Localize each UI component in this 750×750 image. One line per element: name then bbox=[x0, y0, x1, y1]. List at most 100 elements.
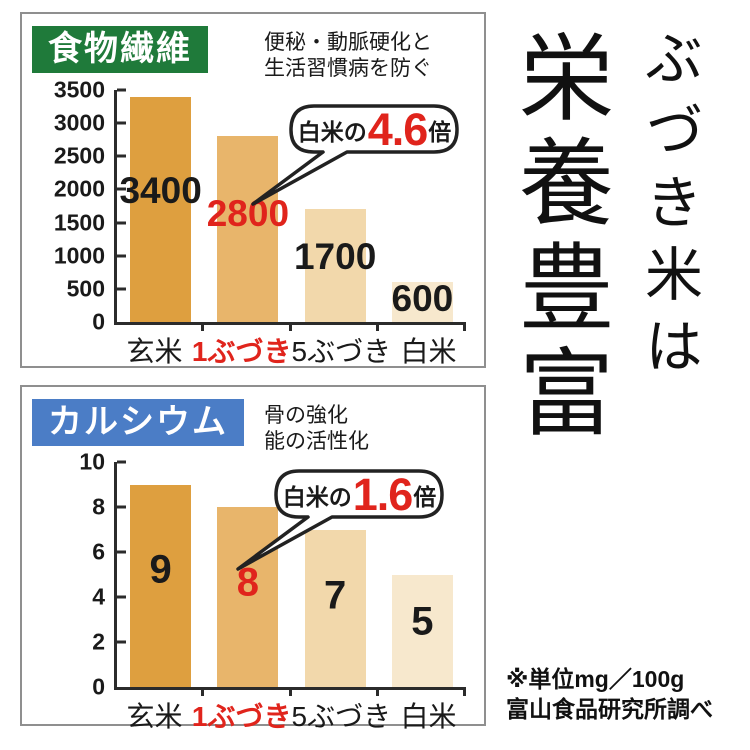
speech-bubble-icon bbox=[251, 104, 459, 206]
y-axis-tick-mark bbox=[117, 254, 126, 258]
bar-value-label: 5 bbox=[411, 599, 434, 644]
y-axis-tick-label: 3000 bbox=[53, 109, 105, 136]
y-axis-tick-label: 0 bbox=[92, 673, 105, 700]
calcium-title-badge: カルシウム bbox=[32, 399, 244, 446]
x-axis-category-label: 5ぶづき bbox=[291, 336, 392, 367]
y-axis-tick-label: 1500 bbox=[53, 209, 105, 236]
bar-value-label: 1700 bbox=[293, 235, 377, 277]
footnote-unit: ※単位mg／100g bbox=[506, 666, 685, 692]
callout-multiplier: 4.6 bbox=[367, 103, 429, 155]
x-axis-category-label: 白米 bbox=[400, 701, 457, 732]
y-axis-tick-label: 0 bbox=[92, 308, 105, 335]
calcium-bars: 9 8 7 5 bbox=[117, 462, 466, 687]
bar-1ぶづき: 2800 bbox=[207, 136, 289, 322]
fiber-plot-area: 3400 2800 1700 600 白米の 4.6 倍 玄米 1ぶづき 5ぶづき 白米 3… bbox=[54, 77, 466, 367]
callout-prefix: 白米の bbox=[297, 118, 367, 145]
bar-玄米: 3400 bbox=[119, 96, 202, 322]
x-axis-category-label: 5ぶづき bbox=[291, 701, 392, 732]
bar-slot: 5 bbox=[379, 462, 466, 687]
y-axis-tick-label: 6 bbox=[92, 538, 105, 565]
y-axis-tick-label: 4 bbox=[92, 583, 105, 610]
bar-1ぶづき: 8 bbox=[217, 507, 279, 687]
bar-value-label: 8 bbox=[236, 560, 259, 605]
bar-value-label: 2800 bbox=[206, 193, 290, 235]
y-axis-tick-label: 3500 bbox=[53, 76, 105, 103]
fiber-chart-panel: 食物繊維 便秘・動脈硬化と 生活習慣病を防ぐ 3400 2800 1700 600 白… bbox=[20, 12, 486, 368]
x-axis-tick-mark bbox=[375, 687, 379, 696]
calcium-chart-panel: カルシウム 骨の強化 能の活性化 9 8 7 5 白米の 1.6 倍 玄米 1ぶづき 5ぶ… bbox=[20, 385, 486, 732]
bar-slot: 600 bbox=[379, 90, 466, 322]
fiber-callout-bubble: 白米の 4.6 倍 bbox=[250, 103, 465, 208]
y-axis-tick-mark bbox=[117, 88, 126, 92]
x-axis-category-label: 白米 bbox=[400, 336, 457, 367]
callout-suffix: 倍 bbox=[428, 118, 452, 145]
y-axis-tick-label: 500 bbox=[66, 275, 105, 302]
fiber-note-line-1: 便秘・動脈硬化と bbox=[264, 31, 432, 54]
bar-slot: 1700 bbox=[292, 90, 379, 322]
bar-slot: 7 bbox=[292, 462, 379, 687]
bar-slot: 8 bbox=[204, 462, 291, 687]
y-axis-tick-mark bbox=[117, 595, 126, 599]
y-axis-tick-label: 10 bbox=[79, 448, 105, 475]
y-axis-tick-label: 2000 bbox=[53, 175, 105, 202]
bar-slot: 3400 bbox=[117, 90, 204, 322]
fiber-note: 便秘・動脈硬化と 生活習慣病を防ぐ bbox=[264, 30, 432, 83]
bar-白米: 5 bbox=[391, 574, 453, 687]
x-axis-tick-mark bbox=[375, 322, 379, 331]
y-axis-tick-label: 8 bbox=[92, 493, 105, 520]
bar-value-label: 3400 bbox=[119, 170, 202, 212]
vertical-headline-large: 栄養豊富 bbox=[505, 28, 611, 448]
y-axis-tick-label: 2 bbox=[92, 628, 105, 655]
speech-bubble-icon bbox=[236, 469, 444, 571]
y-axis-tick-mark bbox=[117, 550, 126, 554]
y-axis-tick-label: 1000 bbox=[53, 242, 105, 269]
fiber-x-axis-labels: 玄米 1ぶづき 5ぶづき 白米 bbox=[117, 330, 466, 370]
calcium-callout-text: 白米の 1.6 倍 bbox=[276, 468, 443, 520]
footnote-source: 富山食品研究所調べ bbox=[506, 696, 713, 723]
x-axis-category-label: 玄米 bbox=[126, 336, 183, 367]
fiber-note-line-2: 生活習慣病を防ぐ bbox=[264, 57, 432, 81]
calcium-plot-area: 9 8 7 5 白米の 1.6 倍 玄米 1ぶづき 5ぶづき 白米 10 8 6 4 2 0 bbox=[79, 449, 466, 732]
bar-5ぶづき: 7 bbox=[304, 529, 366, 687]
bar-白米: 600 bbox=[392, 278, 453, 322]
bar-value-label: 7 bbox=[324, 573, 347, 618]
calcium-note: 骨の強化 能の活性化 bbox=[264, 403, 369, 456]
fiber-bars: 3400 2800 1700 600 bbox=[117, 90, 466, 322]
x-axis-tick-mark bbox=[288, 322, 292, 331]
y-axis-tick-mark bbox=[117, 460, 126, 464]
calcium-note-line-1: 骨の強化 bbox=[264, 404, 348, 427]
calcium-x-axis-labels: 玄米 1ぶづき 5ぶづき 白米 bbox=[117, 695, 466, 735]
x-axis-tick-mark bbox=[463, 687, 466, 696]
x-axis-tick-mark bbox=[288, 687, 292, 696]
x-axis-tick-mark bbox=[201, 687, 205, 696]
x-axis-category-label: 1ぶづき bbox=[191, 336, 292, 367]
footnote: ※単位mg／100g 富山食品研究所調べ bbox=[506, 664, 713, 725]
bar-value-label: 600 bbox=[391, 277, 454, 319]
calcium-note-line-2: 能の活性化 bbox=[264, 430, 369, 454]
bar-slot: 9 bbox=[117, 462, 204, 687]
callout-prefix: 白米の bbox=[282, 483, 352, 510]
y-axis-tick-mark bbox=[117, 121, 126, 125]
y-axis-tick-mark bbox=[117, 221, 126, 225]
y-axis-tick-mark bbox=[117, 154, 126, 158]
y-axis-tick-mark bbox=[117, 187, 126, 191]
y-axis-tick-label: 2500 bbox=[53, 142, 105, 169]
callout-multiplier: 1.6 bbox=[352, 468, 414, 520]
fiber-title-badge: 食物繊維 bbox=[32, 26, 208, 73]
y-axis-tick-mark bbox=[117, 505, 126, 509]
calcium-callout-bubble: 白米の 1.6 倍 bbox=[235, 468, 450, 573]
x-axis-tick-mark bbox=[201, 322, 205, 331]
x-axis-category-label: 玄米 bbox=[126, 701, 183, 732]
x-axis-tick-mark bbox=[463, 322, 466, 331]
y-axis-tick-mark bbox=[117, 640, 126, 644]
callout-suffix: 倍 bbox=[413, 483, 437, 510]
fiber-callout-text: 白米の 4.6 倍 bbox=[291, 103, 458, 155]
bar-value-label: 9 bbox=[149, 547, 172, 592]
y-axis-tick-mark bbox=[117, 287, 126, 291]
bar-5ぶづき: 1700 bbox=[294, 209, 376, 322]
bar-玄米: 9 bbox=[130, 484, 192, 687]
bar-slot: 2800 bbox=[204, 90, 291, 322]
vertical-headline: ぶづき米は 栄養豊富 bbox=[498, 28, 714, 728]
vertical-headline-small: ぶづき米は bbox=[636, 28, 701, 388]
